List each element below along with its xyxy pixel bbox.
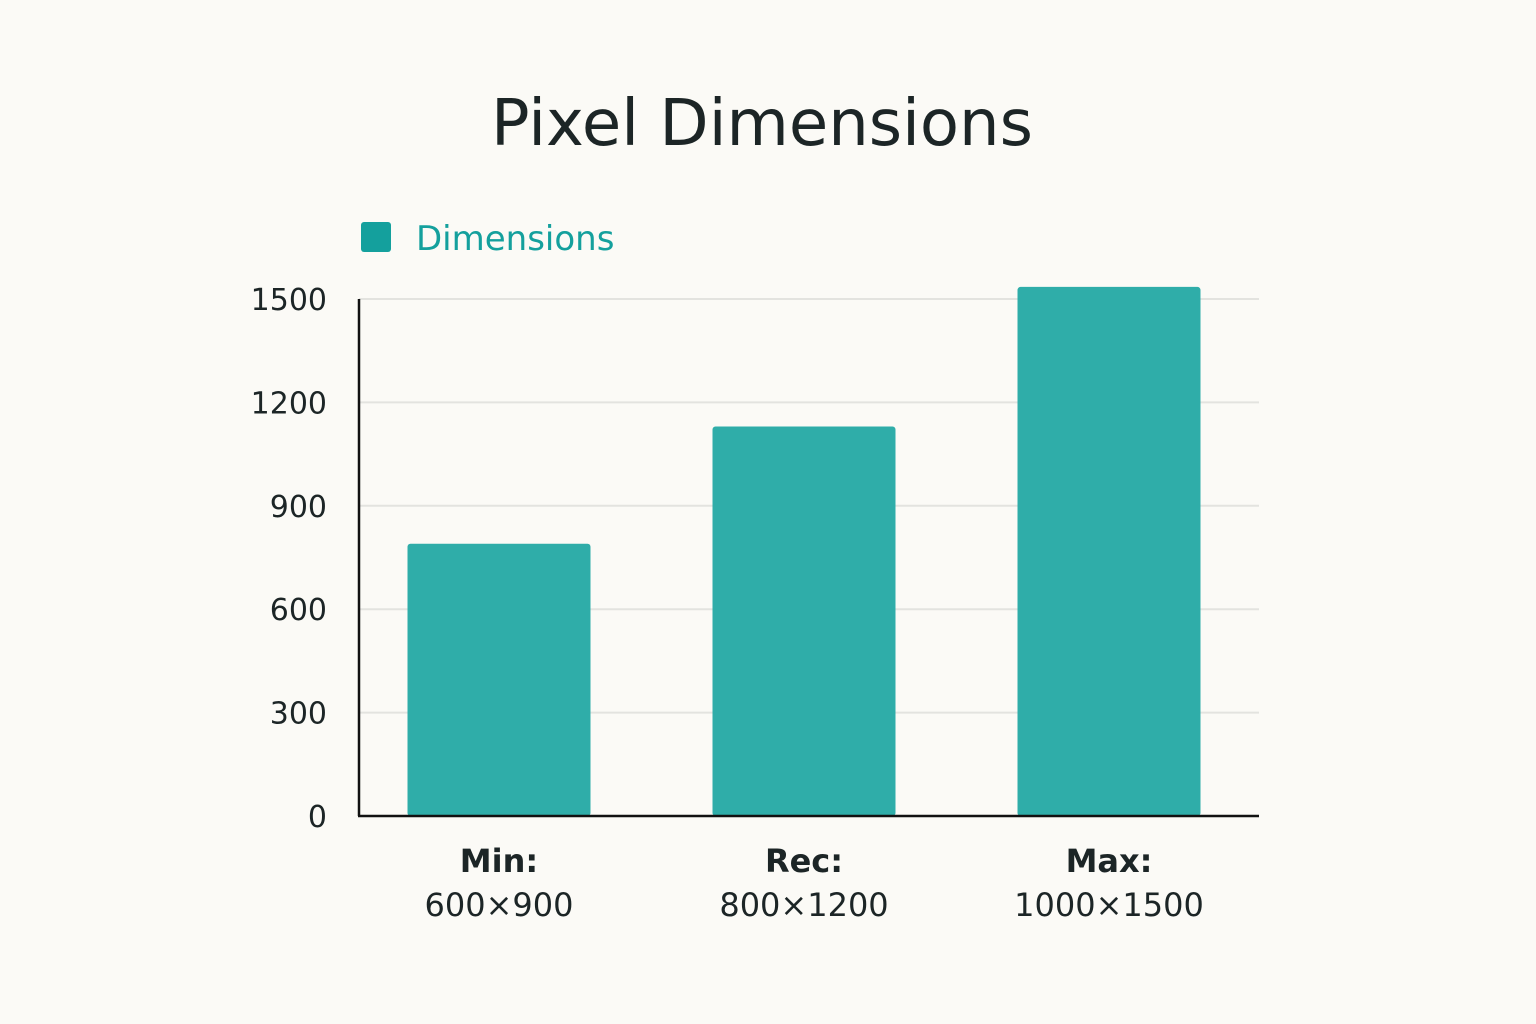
x-label-rec-dims: 800×1200: [719, 886, 888, 924]
chart-title: Pixel Dimensions: [491, 87, 1033, 161]
bar-rec: [712, 426, 896, 816]
axes: [357, 299, 1259, 818]
y-axis-tick-labels: 0 300 600 900 1200 1500: [251, 283, 327, 835]
bars: [407, 286, 1201, 817]
y-tick-label-1200: 1200: [251, 386, 327, 421]
bar-min: [407, 543, 591, 816]
bar-max: [1017, 286, 1201, 817]
legend: Dimensions: [361, 219, 614, 259]
x-label-rec-name: Rec:: [765, 842, 843, 880]
y-tick-label-0: 0: [308, 800, 327, 835]
x-label-max-name: Max:: [1066, 842, 1153, 880]
y-tick-label-1500: 1500: [251, 283, 327, 318]
y-tick-label-900: 900: [270, 490, 327, 525]
x-label-min-name: Min:: [460, 842, 538, 880]
x-label-min-dims: 600×900: [425, 886, 574, 924]
x-label-max-dims: 1000×1500: [1014, 886, 1204, 924]
legend-label-dimensions: Dimensions: [416, 219, 614, 259]
legend-swatch: [361, 222, 391, 252]
y-tick-label-600: 600: [270, 593, 327, 628]
y-tick-label-300: 300: [270, 697, 327, 732]
x-axis-category-labels: Min: 600×900 Rec: 800×1200 Max: 1000×1500: [425, 842, 1204, 924]
